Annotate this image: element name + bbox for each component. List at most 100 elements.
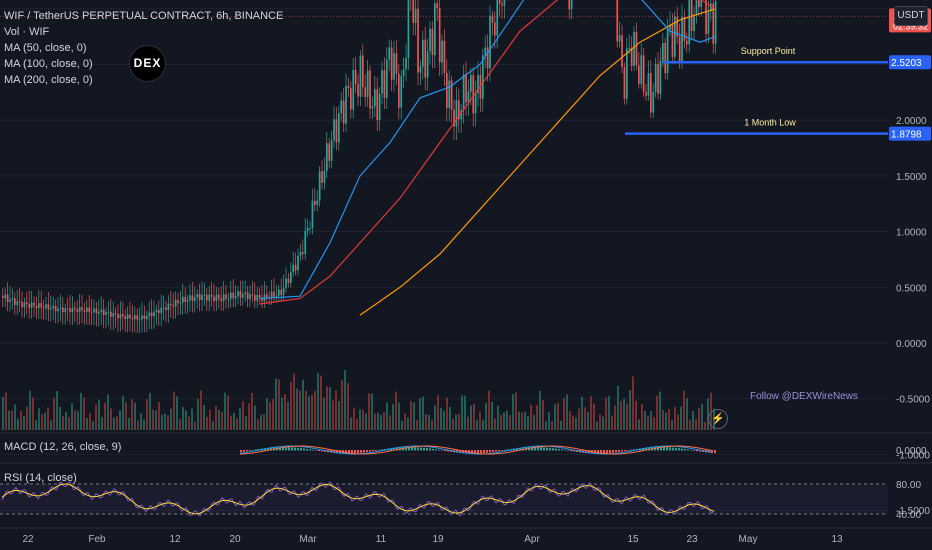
volume-bar xyxy=(425,414,427,430)
volume-bar xyxy=(89,413,91,430)
candle-body xyxy=(158,309,160,314)
y-tick-label: 0.5000 xyxy=(896,283,927,294)
macd-histogram-bar xyxy=(693,450,695,451)
candle-body xyxy=(244,292,247,294)
volume-bar xyxy=(440,407,442,430)
currency-button[interactable]: USDT xyxy=(894,6,928,26)
volume-bar xyxy=(515,392,517,430)
volume-bar xyxy=(308,396,310,430)
lightning-icon[interactable]: ⚡ xyxy=(708,409,728,429)
volume-bar xyxy=(524,411,526,430)
macd-histogram-bar xyxy=(552,448,554,451)
candle-body xyxy=(393,53,395,80)
candle-body xyxy=(81,307,83,311)
candle-body xyxy=(467,91,470,103)
ma200-indicator-label[interactable]: MA (200, close, 0) xyxy=(4,74,93,86)
macd-histogram-bar xyxy=(471,450,473,454)
x-tick-label: 13 xyxy=(831,534,843,545)
candle-body xyxy=(429,28,431,52)
volume-bar xyxy=(92,421,94,430)
volume-bar xyxy=(287,401,289,430)
candle-body xyxy=(705,0,707,34)
volume-bar xyxy=(350,417,352,430)
candle-body xyxy=(333,119,335,141)
rsi-indicator-label[interactable]: RSI (14, close) xyxy=(4,472,77,484)
macd-histogram-bar xyxy=(519,447,521,451)
macd-histogram-bar xyxy=(351,450,353,454)
candle-body xyxy=(287,278,290,283)
candle-body xyxy=(107,311,110,313)
volume-bar xyxy=(419,398,421,430)
volume-bar xyxy=(680,406,682,430)
volume-bar xyxy=(278,379,280,430)
volume-bar xyxy=(212,421,214,430)
candle-body xyxy=(616,0,619,42)
candle-body xyxy=(299,252,302,256)
candle-body xyxy=(119,314,122,319)
ma200-line xyxy=(359,8,716,316)
volume-bar xyxy=(353,407,355,430)
candle-body xyxy=(227,298,230,300)
candle-body xyxy=(422,39,424,67)
macd-indicator-label[interactable]: MACD (12, 26, close, 9) xyxy=(4,441,122,453)
candle-body xyxy=(266,294,268,298)
volume-bar xyxy=(497,405,499,430)
volume-bar xyxy=(641,404,643,430)
candle-body xyxy=(671,24,674,57)
candle-body xyxy=(364,87,367,97)
volume-bar xyxy=(518,411,520,430)
macd-histogram-bar xyxy=(627,450,629,451)
candle-body xyxy=(664,42,667,74)
candle-body xyxy=(290,272,292,283)
macd-histogram-bar xyxy=(279,447,281,451)
candle-body xyxy=(314,200,316,205)
candle-body xyxy=(618,35,621,42)
macd-histogram-bar xyxy=(603,450,605,454)
volume-bar xyxy=(251,392,253,430)
volume-bar xyxy=(365,413,367,430)
macd-histogram-bar xyxy=(597,450,599,454)
level-price-tag xyxy=(889,126,931,141)
candle-body xyxy=(153,311,155,317)
candle-body xyxy=(482,55,484,99)
volume-bar xyxy=(215,406,217,430)
candle-body xyxy=(225,294,227,299)
candle-body xyxy=(182,296,184,303)
candle-body xyxy=(491,15,494,23)
candle-body xyxy=(695,0,698,15)
volume-bar xyxy=(266,398,268,430)
macd-histogram-bar xyxy=(255,449,257,451)
macd-signal-line xyxy=(239,445,713,455)
macd-histogram-bar xyxy=(663,447,665,451)
macd-histogram-bar xyxy=(312,449,314,451)
volume-bar xyxy=(473,403,475,430)
candle-body xyxy=(155,309,158,312)
volume-bar xyxy=(548,412,550,430)
volume-bar xyxy=(14,404,16,430)
volume-bar xyxy=(500,414,502,430)
symbol-title[interactable]: WIF / TetherUS PERPETUAL CONTRACT, 6h, B… xyxy=(4,10,284,22)
candle-body xyxy=(14,298,16,305)
volume-bar xyxy=(530,404,532,430)
candle-body xyxy=(206,294,208,301)
candle-body xyxy=(88,307,91,312)
candle-body xyxy=(474,93,477,114)
candle-body xyxy=(189,295,191,301)
volume-bar xyxy=(53,397,55,430)
volume-bar xyxy=(32,397,34,430)
candle-body xyxy=(453,109,455,127)
volume-bar xyxy=(245,416,247,430)
ma50-indicator-label[interactable]: MA (50, close, 0) xyxy=(4,42,87,54)
vol-indicator-label[interactable]: Vol · WIF xyxy=(4,26,50,38)
candle-body xyxy=(681,16,683,62)
candle-body xyxy=(570,0,573,10)
volume-bar xyxy=(347,383,349,430)
ma100-indicator-label[interactable]: MA (100, close, 0) xyxy=(4,58,93,70)
candle-body xyxy=(52,305,55,309)
volume-bar xyxy=(569,411,571,430)
volume-bar xyxy=(236,418,238,430)
volume-bar xyxy=(344,370,346,430)
macd-histogram-bar xyxy=(348,450,350,454)
candle-body xyxy=(213,296,215,302)
